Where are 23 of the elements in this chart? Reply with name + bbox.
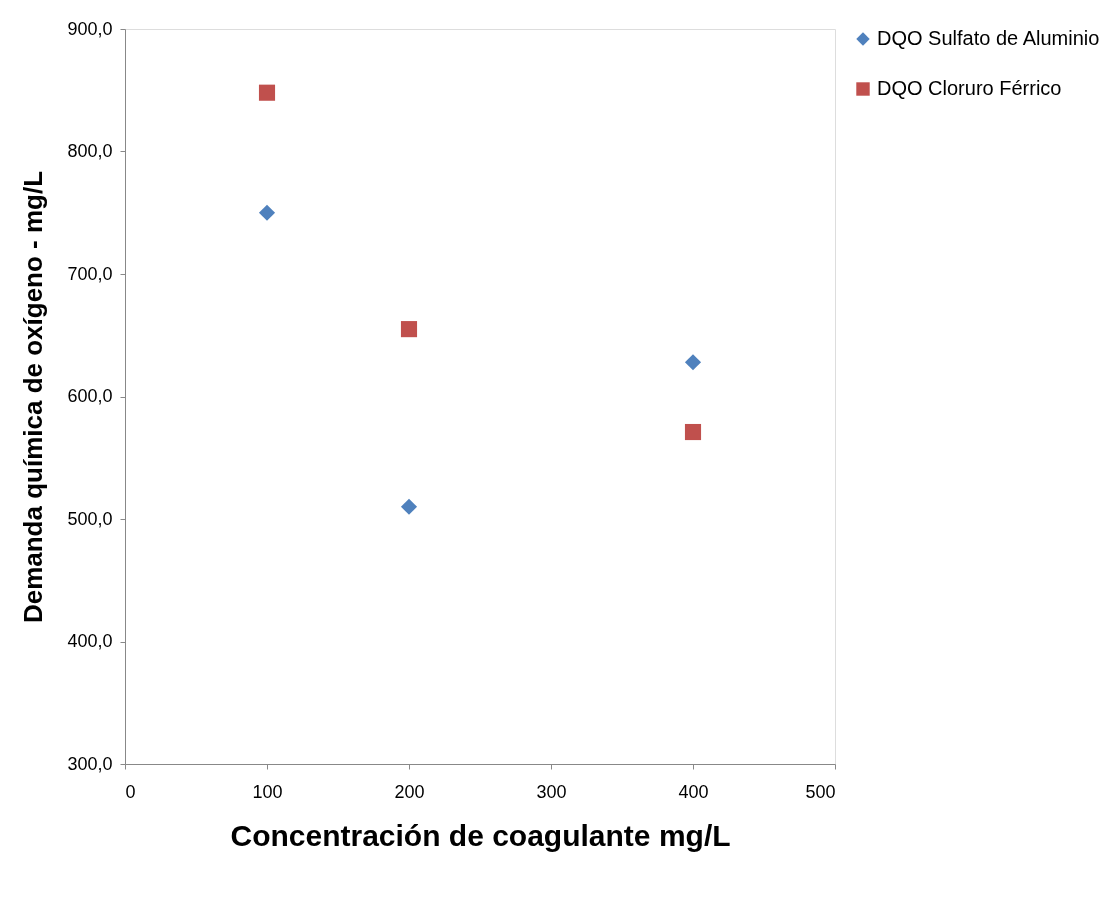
x-tick-label: 400 — [678, 781, 709, 802]
legend-label: DQO Sulfato de Aluminio — [877, 27, 1100, 49]
y-tick-label: 800,0 — [67, 141, 113, 161]
y-tick-label: 900,0 — [67, 18, 113, 39]
point — [684, 354, 702, 371]
y-tick-label: 500,0 — [67, 508, 113, 529]
x-tick-label: 300 — [536, 781, 567, 802]
y-axis-title: Demanda química de oxígeno - mg/L — [18, 170, 49, 624]
y-tick-label: 300,0 — [67, 753, 113, 774]
y-tick-label: 700,0 — [67, 263, 113, 284]
x-tick-label: 200 — [394, 781, 425, 802]
point — [258, 84, 276, 101]
point — [400, 321, 418, 338]
y-tick-label: 400,0 — [67, 631, 113, 651]
legend-label: DQO Cloruro Férrico — [877, 77, 1062, 99]
point — [684, 423, 702, 441]
x-axis-title: Concentración de coagulante mg/L — [230, 818, 731, 852]
point — [258, 204, 276, 221]
x-tick-label: 100 — [252, 781, 283, 802]
point — [400, 498, 418, 515]
y-tick-label: 600,0 — [67, 386, 113, 406]
x-tick-label: 500 — [805, 781, 836, 802]
x-tick-label: 0 — [125, 781, 136, 802]
